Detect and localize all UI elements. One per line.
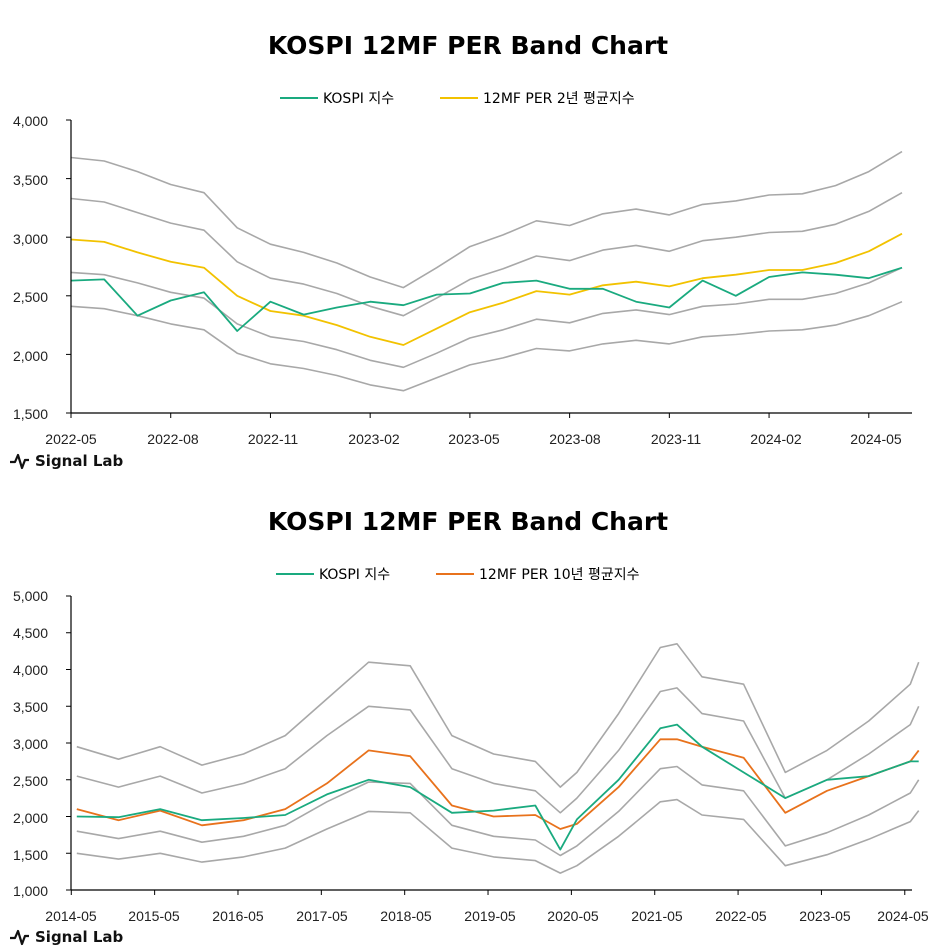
x-tick-label: 2022-08 <box>147 431 199 447</box>
x-tick-label: 2023-05 <box>799 908 851 924</box>
x-tick-label: 2020-05 <box>547 908 599 924</box>
x-tick-label: 2017-05 <box>296 908 348 924</box>
x-tick-label: 2021-05 <box>631 908 683 924</box>
x-tick-label: 2023-05 <box>448 431 500 447</box>
x-axis-ticks: 2014-05 2015-05 2016-05 2017-05 2018-05 … <box>45 908 929 924</box>
chart-1-area: KOSPI 12MF PER Band Chart KOSPI 지수 12MF … <box>10 31 912 470</box>
y-tick-label: 1,500 <box>13 847 48 863</box>
y-tick-label: 2,500 <box>13 773 48 789</box>
x-tick-label: 2015-05 <box>128 908 180 924</box>
y-tick-label: 2,500 <box>13 289 48 305</box>
per-band-line <box>76 765 920 857</box>
per-average-line <box>70 232 903 346</box>
legend-label-kospi: KOSPI 지수 <box>319 567 390 583</box>
axes <box>66 119 912 418</box>
y-tick-label: 3,500 <box>13 699 48 715</box>
x-tick-label: 2022-05 <box>45 431 97 447</box>
x-tick-label: 2014-05 <box>45 908 97 924</box>
kospi-line <box>70 266 903 332</box>
y-tick-label: 2,000 <box>13 810 48 826</box>
x-tick-label: 2023-11 <box>651 431 702 447</box>
legend-label-avg: 12MF PER 10년 평균지수 <box>479 567 640 583</box>
y-tick-label: 1,000 <box>13 883 48 899</box>
y-tick-label: 1,500 <box>13 406 48 422</box>
brand-name: Signal Lab <box>35 452 124 470</box>
y-axis-ticks: 5,000 4,500 4,000 3,500 3,000 2,500 2,00… <box>13 588 48 899</box>
x-tick-label: 2016-05 <box>212 908 264 924</box>
x-tick-label: 2023-02 <box>348 431 400 447</box>
y-tick-label: 3,000 <box>13 231 48 247</box>
y-tick-label: 4,000 <box>13 113 48 129</box>
x-tick-label: 2023-08 <box>549 431 601 447</box>
y-tick-label: 3,500 <box>13 172 48 188</box>
chart-title: KOSPI 12MF PER Band Chart <box>268 31 668 60</box>
per-band-line <box>70 150 903 289</box>
chart-title: KOSPI 12MF PER Band Chart <box>268 507 668 536</box>
pulse-icon <box>10 453 29 470</box>
brand: Signal Lab <box>10 928 124 946</box>
y-tick-label: 4,500 <box>13 625 48 641</box>
y-axis-ticks: 4,000 3,500 3,000 2,500 2,000 1,500 <box>13 113 48 422</box>
chart-2-area: KOSPI 12MF PER Band Chart KOSPI 지수 12MF … <box>10 507 929 946</box>
per-band-line <box>70 192 903 317</box>
legend-label-kospi: KOSPI 지수 <box>323 91 394 107</box>
kospi-line <box>76 723 919 851</box>
x-tick-label: 2024-05 <box>850 431 902 447</box>
y-tick-label: 4,000 <box>13 662 48 678</box>
x-tick-label: 2024-02 <box>750 431 802 447</box>
per-band-line <box>70 266 903 369</box>
brand: Signal Lab <box>10 452 124 470</box>
y-tick-label: 3,000 <box>13 736 48 752</box>
x-axis-ticks: 2022-05 2022-08 2022-11 2023-02 2023-05 … <box>45 431 902 447</box>
x-tick-label: 2022-05 <box>715 908 767 924</box>
y-tick-label: 2,000 <box>13 348 48 364</box>
x-tick-label: 2018-05 <box>380 908 432 924</box>
x-tick-label: 2024-05 <box>877 908 929 924</box>
axes <box>66 595 912 895</box>
brand-name: Signal Lab <box>35 928 124 946</box>
x-tick-label: 2022-11 <box>248 431 299 447</box>
series-layer <box>76 643 920 874</box>
per-average-line <box>76 738 920 830</box>
legend: KOSPI 지수 12MF PER 2년 평균지수 <box>280 91 635 107</box>
per-band-line <box>76 798 920 874</box>
legend: KOSPI 지수 12MF PER 10년 평균지수 <box>276 567 640 583</box>
x-tick-label: 2019-05 <box>464 908 516 924</box>
legend-label-avg: 12MF PER 2년 평균지수 <box>483 91 635 107</box>
y-tick-label: 5,000 <box>13 588 48 604</box>
per-band-line <box>76 643 920 788</box>
series-layer <box>70 150 903 392</box>
pulse-icon <box>10 929 29 946</box>
per-band-line <box>70 300 903 392</box>
